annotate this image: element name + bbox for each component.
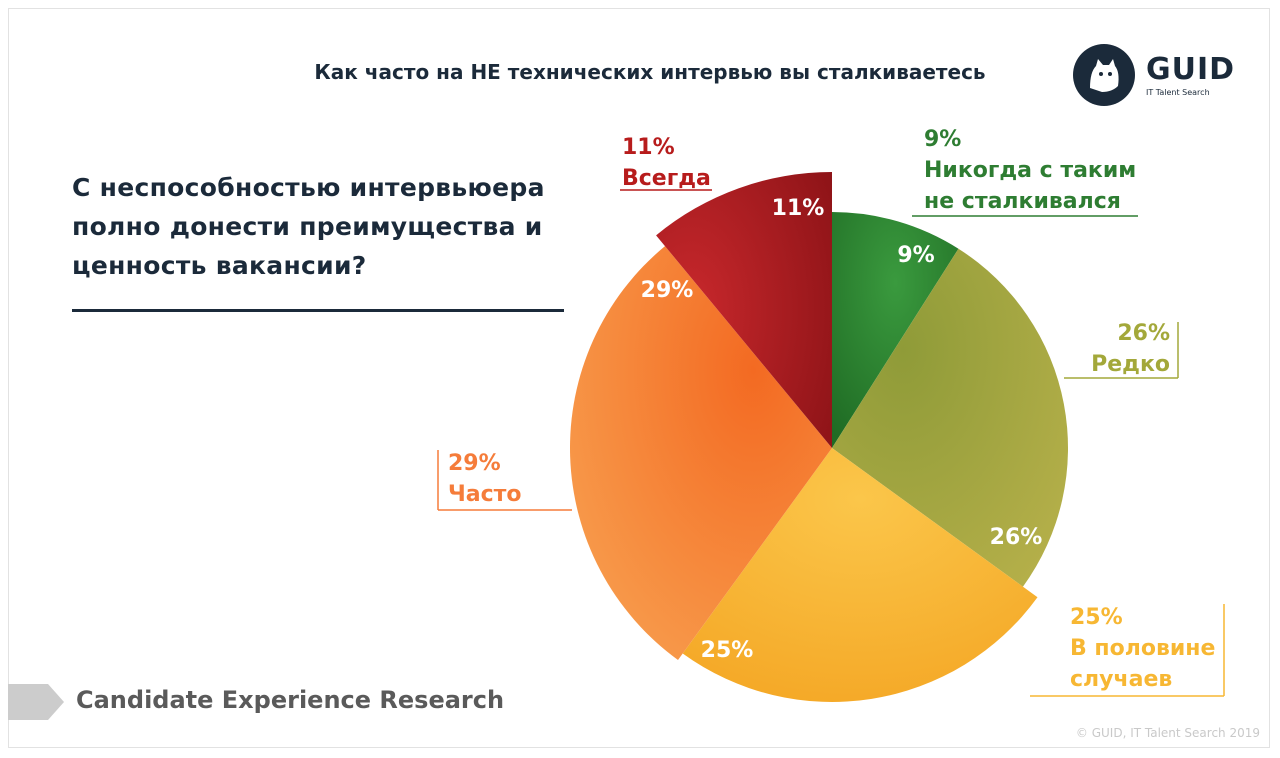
callout-line-text: Всегда bbox=[622, 166, 711, 191]
callout-label-often: 29% Часто bbox=[448, 451, 522, 507]
callout-line-text: 11% bbox=[622, 135, 675, 160]
callout-line-text: 29% bbox=[448, 451, 501, 476]
slide-frame bbox=[8, 8, 1270, 748]
callout-line-text: случаев bbox=[1070, 667, 1172, 692]
pie-slice-never bbox=[832, 212, 959, 448]
logo-tagline: IT Talent Search bbox=[1146, 88, 1210, 97]
callout-line-text: 26% bbox=[1117, 321, 1170, 346]
chart-title: Как часто на НЕ технических интервью вы … bbox=[314, 60, 986, 84]
slice-pct-label-always: 11% bbox=[772, 196, 825, 221]
callout-line-text: 25% bbox=[1070, 605, 1123, 630]
logo-name: GUID bbox=[1146, 52, 1236, 87]
footer-arrow-icon bbox=[8, 684, 64, 720]
pie-slice-often bbox=[570, 246, 832, 660]
pie-slice-always bbox=[656, 172, 832, 448]
callout-label-always: 11% Всегда bbox=[622, 135, 711, 191]
slice-pct-label-half: 25% bbox=[701, 638, 754, 663]
callout-label-half: 25% В половине случаев bbox=[1070, 605, 1215, 692]
footer-label: Candidate Experience Research bbox=[76, 686, 505, 714]
slice-pct-label-often: 29% bbox=[641, 278, 694, 303]
survey-question: С неспособностью интервьюера полно донес… bbox=[72, 173, 545, 280]
cat-icon bbox=[1090, 59, 1119, 92]
callout-line-text: В половине bbox=[1070, 636, 1215, 661]
callout-line-text: Часто bbox=[448, 482, 522, 507]
callout-label-never: 9% Никогда с таким не сталкивался bbox=[924, 127, 1136, 214]
slice-pct-label-never: 9% bbox=[897, 243, 934, 268]
pie-slice-rarely bbox=[832, 248, 1068, 587]
slice-pct-label-rarely: 26% bbox=[990, 525, 1043, 550]
callout-line-text: 9% bbox=[924, 127, 961, 152]
callout-line-text: Редко bbox=[1091, 352, 1170, 377]
callout-line-text: Никогда с таким bbox=[924, 158, 1136, 183]
callout-label-rarely: 26% Редко bbox=[1091, 321, 1170, 377]
pie-slice-half bbox=[682, 448, 1038, 702]
question-underline bbox=[72, 309, 564, 312]
guid-logo bbox=[1073, 44, 1135, 106]
callout-line-text: не сталкивался bbox=[924, 189, 1121, 214]
copyright: © GUID, IT Talent Search 2019 bbox=[1075, 726, 1260, 740]
